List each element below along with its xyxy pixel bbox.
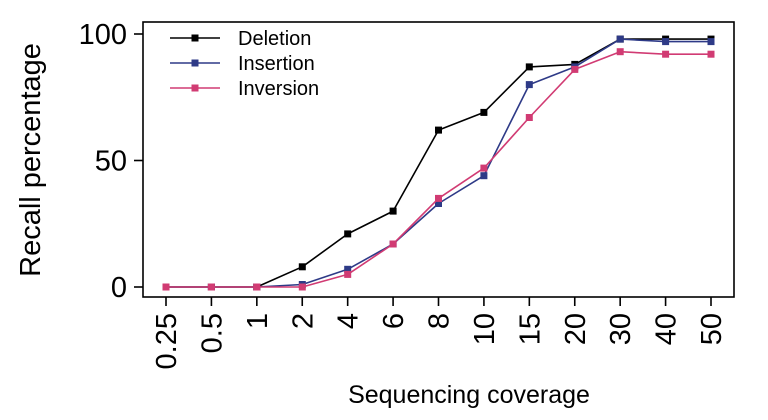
data-point-insertion [480,172,488,180]
data-point-insertion [525,81,533,89]
data-point-inversion [344,270,352,278]
data-point-inversion [207,283,215,291]
data-point-insertion [662,38,670,46]
data-point-inversion [707,50,715,58]
data-point-inversion [662,50,670,58]
data-point-insertion [707,38,715,46]
x-tick-label: 20 [560,313,592,345]
y-tick-label: 50 [95,146,127,178]
x-tick-label: 6 [378,313,410,329]
series-line-deletion [166,38,711,288]
data-point-deletion [435,126,442,134]
data-point-inversion [162,283,170,291]
x-tick-label: 0.25 [151,313,183,369]
data-point-inversion [298,283,306,291]
legend: Deletion Insertion Inversion [170,28,319,100]
data-point-inversion [480,164,488,172]
legend-label: Inversion [238,78,319,100]
x-axis-title: Sequencing coverage [348,381,590,409]
y-tick-label: 100 [79,19,127,51]
data-point-inversion [525,114,533,121]
legend-item-deletion: Deletion [170,28,311,50]
data-point-insertion [435,200,442,207]
x-tick-label: 15 [514,313,546,345]
x-tick-label: 4 [333,313,365,329]
legend-label: Deletion [238,28,311,50]
y-tick-label: 0 [111,272,127,304]
x-tick-label: 8 [424,313,456,329]
legend-label: Insertion [238,53,315,75]
data-point-inversion [253,283,261,291]
x-tick-label: 50 [696,313,728,345]
data-point-deletion [480,108,488,116]
data-point-deletion [525,63,533,71]
x-tick-label: 30 [605,313,637,345]
data-point-insertion [616,35,624,43]
legend-item-insertion: Insertion [170,53,315,75]
y-axis-title: Recall percentage [15,43,47,277]
data-point-inversion [389,240,397,248]
plot-frame [142,21,735,298]
data-point-deletion [389,207,397,215]
legend-item-inversion: Inversion [170,78,319,100]
data-point-insertion [344,265,352,273]
legend-swatch-marker [191,84,199,92]
x-tick-label: 40 [651,313,683,345]
series-inversion [162,48,715,291]
data-point-inversion [616,48,624,56]
x-tick-label: 2 [287,313,319,329]
data-point-inversion [435,194,442,202]
data-point-deletion [298,263,306,271]
x-tick-label: 1 [242,313,274,329]
x-tick-label: 0.5 [196,313,228,353]
series-line-insertion [166,38,711,288]
data-point-inversion [571,65,579,73]
x-tick-label: 10 [469,313,501,345]
legend-swatch-marker [191,34,199,42]
legend-swatch-marker [191,59,199,67]
data-point-deletion [344,230,352,238]
